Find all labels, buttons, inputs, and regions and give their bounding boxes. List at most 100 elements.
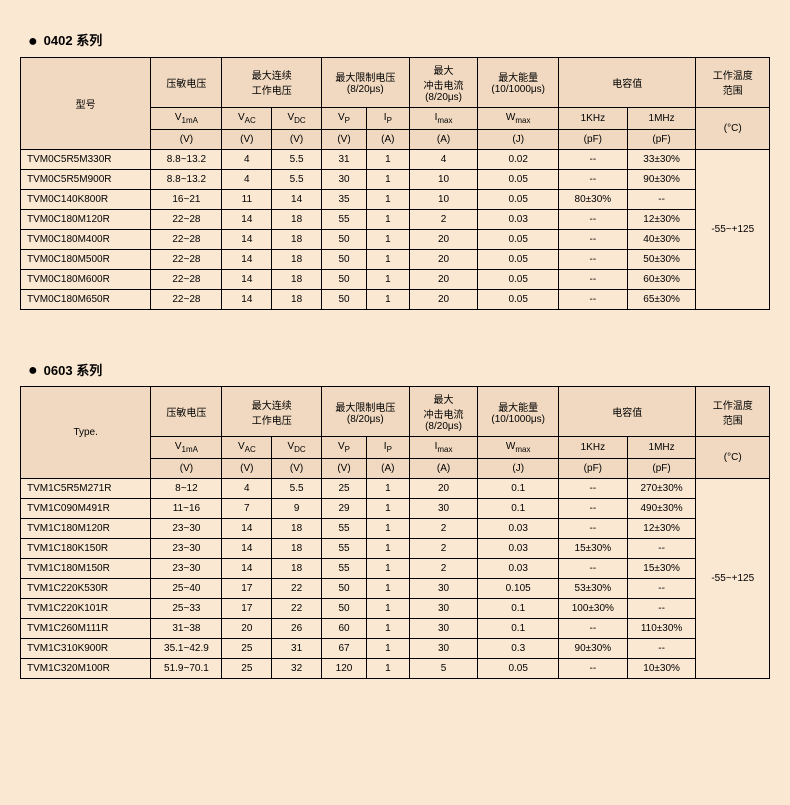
table-row: TVM1C220K530R25~401722501300.10553±30%-- (21, 579, 770, 599)
cell-ip: 1 (367, 519, 410, 539)
cell-v1ma: 23~30 (151, 519, 222, 539)
cell-ip: 1 (367, 619, 410, 639)
header-maxlimit: 最大限制电压 (8/20μs) (321, 387, 409, 437)
unit-vdc: (V) (272, 459, 322, 479)
cell-model: TVM1C180K150R (21, 539, 151, 559)
series-title: ●0603 系列 (28, 360, 770, 381)
cell-ip: 1 (367, 539, 410, 559)
spec-table: 型号压敏电压最大连续 工作电压最大限制电压 (8/20μs)最大 冲击电流 (8… (20, 57, 770, 310)
cell-vdc: 18 (272, 249, 322, 269)
cell-1khz: -- (558, 289, 627, 309)
header-maxenergy: 最大能量 (10/1000μs) (478, 57, 559, 107)
cell-1mhz: 90±30% (627, 169, 696, 189)
sub-vdc: VDC (272, 107, 322, 129)
header-maxcont: 最大连续 工作电压 (222, 387, 322, 437)
cell-vac: 14 (222, 539, 272, 559)
cell-vdc: 26 (272, 619, 322, 639)
cell-v1ma: 8.8~13.2 (151, 149, 222, 169)
header-maxcont: 最大连续 工作电压 (222, 57, 322, 107)
cell-1mhz: 65±30% (627, 289, 696, 309)
cell-v1ma: 25~33 (151, 599, 222, 619)
cell-vdc: 31 (272, 639, 322, 659)
cell-vp: 30 (321, 169, 366, 189)
table-row: TVM0C180M120R22~28141855120.03--12±30% (21, 209, 770, 229)
unit-vp: (V) (321, 129, 366, 149)
cell-wmax: 0.05 (478, 659, 559, 679)
cell-imax: 2 (409, 519, 478, 539)
cell-wmax: 0.03 (478, 519, 559, 539)
table-row: TVM0C140K800R16~211114351100.0580±30%-- (21, 189, 770, 209)
cell-model: TVM0C180M500R (21, 249, 151, 269)
series-title-text: 0603 系列 (44, 363, 103, 378)
cell-imax: 30 (409, 599, 478, 619)
cell-vdc: 18 (272, 559, 322, 579)
table-row: TVM0C5R5M330R8.8~13.245.531140.02--33±30… (21, 149, 770, 169)
header-type: 型号 (21, 57, 151, 149)
cell-vac: 14 (222, 289, 272, 309)
cell-ip: 1 (367, 579, 410, 599)
cell-v1ma: 22~28 (151, 269, 222, 289)
sub-imax: Imax (409, 107, 478, 129)
header-vpress: 压敏电压 (151, 387, 222, 437)
sub-wmax: Wmax (478, 107, 559, 129)
cell-ip: 1 (367, 499, 410, 519)
cell-1mhz: 12±30% (627, 209, 696, 229)
sub-imax: Imax (409, 437, 478, 459)
cell-vac: 14 (222, 559, 272, 579)
unit-vp: (V) (321, 459, 366, 479)
cell-imax: 20 (409, 229, 478, 249)
cell-wmax: 0.02 (478, 149, 559, 169)
table-row: TVM0C180M400R22~281418501200.05--40±30% (21, 229, 770, 249)
cell-vdc: 32 (272, 659, 322, 679)
unit-wmax: (J) (478, 129, 559, 149)
cell-model: TVM1C5R5M271R (21, 479, 151, 499)
cell-vdc: 18 (272, 289, 322, 309)
cell-vdc: 22 (272, 579, 322, 599)
cell-model: TVM1C180M120R (21, 519, 151, 539)
header-maximp: 最大 冲击电流 (8/20μs) (409, 387, 478, 437)
spec-table: Type.压敏电压最大连续 工作电压最大限制电压 (8/20μs)最大 冲击电流… (20, 386, 770, 679)
cell-1khz: -- (558, 149, 627, 169)
cell-vp: 29 (321, 499, 366, 519)
cell-v1ma: 11~16 (151, 499, 222, 519)
unit-imax: (A) (409, 459, 478, 479)
header-maxlimit: 最大限制电压 (8/20μs) (321, 57, 409, 107)
cell-ip: 1 (367, 639, 410, 659)
header-maxenergy: 最大能量 (10/1000μs) (478, 387, 559, 437)
cell-ip: 1 (367, 559, 410, 579)
sub-degc: (°C) (696, 437, 770, 479)
cell-ip: 1 (367, 149, 410, 169)
cell-vac: 17 (222, 599, 272, 619)
unit-ip: (A) (367, 129, 410, 149)
cell-model: TVM0C180M120R (21, 209, 151, 229)
cell-v1ma: 23~30 (151, 539, 222, 559)
cell-imax: 20 (409, 479, 478, 499)
cell-v1ma: 22~28 (151, 289, 222, 309)
cell-vp: 25 (321, 479, 366, 499)
table-row: TVM1C090M491R11~1679291300.1--490±30% (21, 499, 770, 519)
cell-wmax: 0.1 (478, 479, 559, 499)
cell-imax: 10 (409, 169, 478, 189)
cell-ip: 1 (367, 479, 410, 499)
unit-khz: (pF) (558, 459, 627, 479)
header-cap: 电容值 (558, 57, 695, 107)
sub-v1ma: V1mA (151, 107, 222, 129)
unit-mhz: (pF) (627, 129, 696, 149)
cell-vac: 11 (222, 189, 272, 209)
table-row: TVM1C310K900R35.1~42.92531671300.390±30%… (21, 639, 770, 659)
cell-wmax: 0.05 (478, 289, 559, 309)
cell-imax: 20 (409, 289, 478, 309)
sub-1mhz: 1MHz (627, 437, 696, 459)
cell-wmax: 0.03 (478, 209, 559, 229)
cell-ip: 1 (367, 599, 410, 619)
cell-1khz: -- (558, 269, 627, 289)
sub-vp: VP (321, 437, 366, 459)
cell-1khz: -- (558, 209, 627, 229)
series-title: ●0402 系列 (28, 30, 770, 51)
cell-vac: 14 (222, 209, 272, 229)
cell-1khz: 53±30% (558, 579, 627, 599)
cell-imax: 4 (409, 149, 478, 169)
sub-vac: VAC (222, 107, 272, 129)
cell-v1ma: 51.9~70.1 (151, 659, 222, 679)
cell-1khz: -- (558, 619, 627, 639)
